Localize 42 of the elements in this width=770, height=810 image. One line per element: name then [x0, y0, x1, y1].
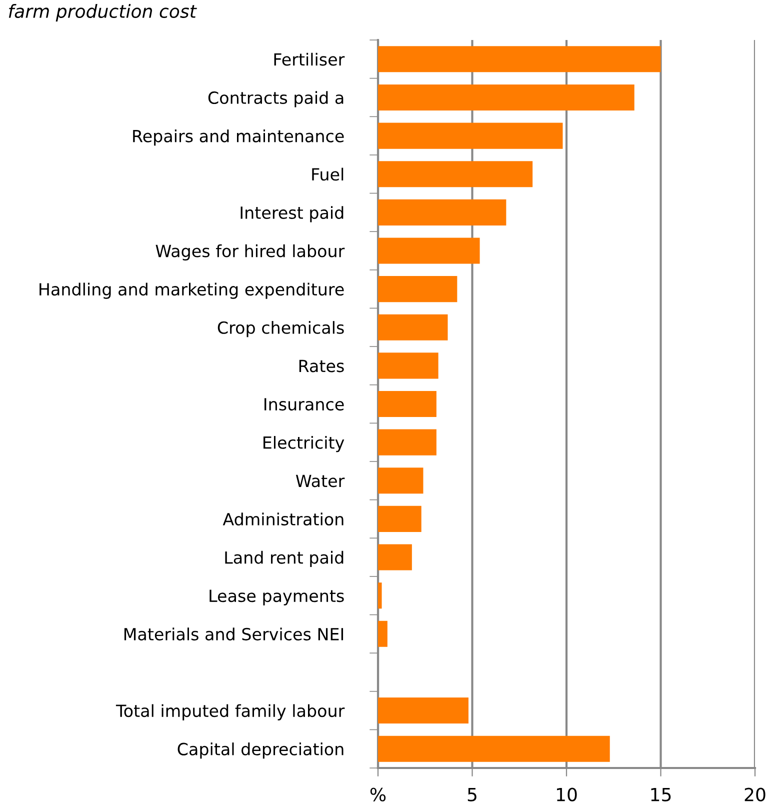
bar [378, 390, 436, 418]
y-tick-label: Interest paid [240, 206, 344, 222]
bar [378, 161, 533, 188]
x-tick-label: 15 [651, 788, 671, 802]
bar [378, 620, 388, 647]
x-tick-label: 10 [556, 788, 577, 802]
x-tick-label: % [370, 788, 386, 802]
y-tick-label: Water [296, 474, 345, 488]
y-tick-label: Insurance [264, 398, 344, 411]
bar [378, 238, 480, 264]
bar [378, 698, 468, 724]
bar [378, 199, 506, 226]
x-tick-label: 5 [468, 788, 476, 802]
y-tick-label: Capital depreciation [178, 742, 344, 759]
bar [378, 582, 382, 609]
y-tick-label: Wages for hired labour [156, 244, 345, 261]
x-tick-label: 20 [744, 788, 766, 802]
y-tick-label: Repairs and maintenance [133, 129, 344, 146]
bar [378, 544, 412, 570]
y-tick-label: Electricity [264, 436, 344, 452]
y-tick-label: Crop chemicals [218, 321, 344, 338]
y-tick-label: Fertiliser [274, 52, 345, 66]
bar [378, 352, 438, 379]
y-tick-label: Handling and marketing expenditure [40, 282, 344, 299]
y-tick-label: Lease payments [210, 590, 344, 606]
bar [378, 276, 458, 302]
bar [378, 429, 436, 456]
bar [378, 314, 448, 340]
bar [378, 46, 661, 72]
y-tick-label: Materials and Services NEI [124, 628, 344, 640]
y-tick-label: Contracts paid a [208, 91, 344, 108]
y-tick-label: Fuel [312, 168, 344, 181]
bar [378, 506, 422, 532]
bar [378, 736, 610, 762]
bar [378, 84, 634, 110]
y-tick-label: Land rent paid [225, 550, 344, 568]
bar [378, 122, 563, 149]
text: farm production cost [8, 4, 197, 22]
y-tick-label: Rates [299, 360, 344, 372]
y-tick-label: Total imputed family labour [116, 704, 345, 720]
y-tick-label: Administration [222, 512, 344, 526]
bar [378, 468, 424, 494]
